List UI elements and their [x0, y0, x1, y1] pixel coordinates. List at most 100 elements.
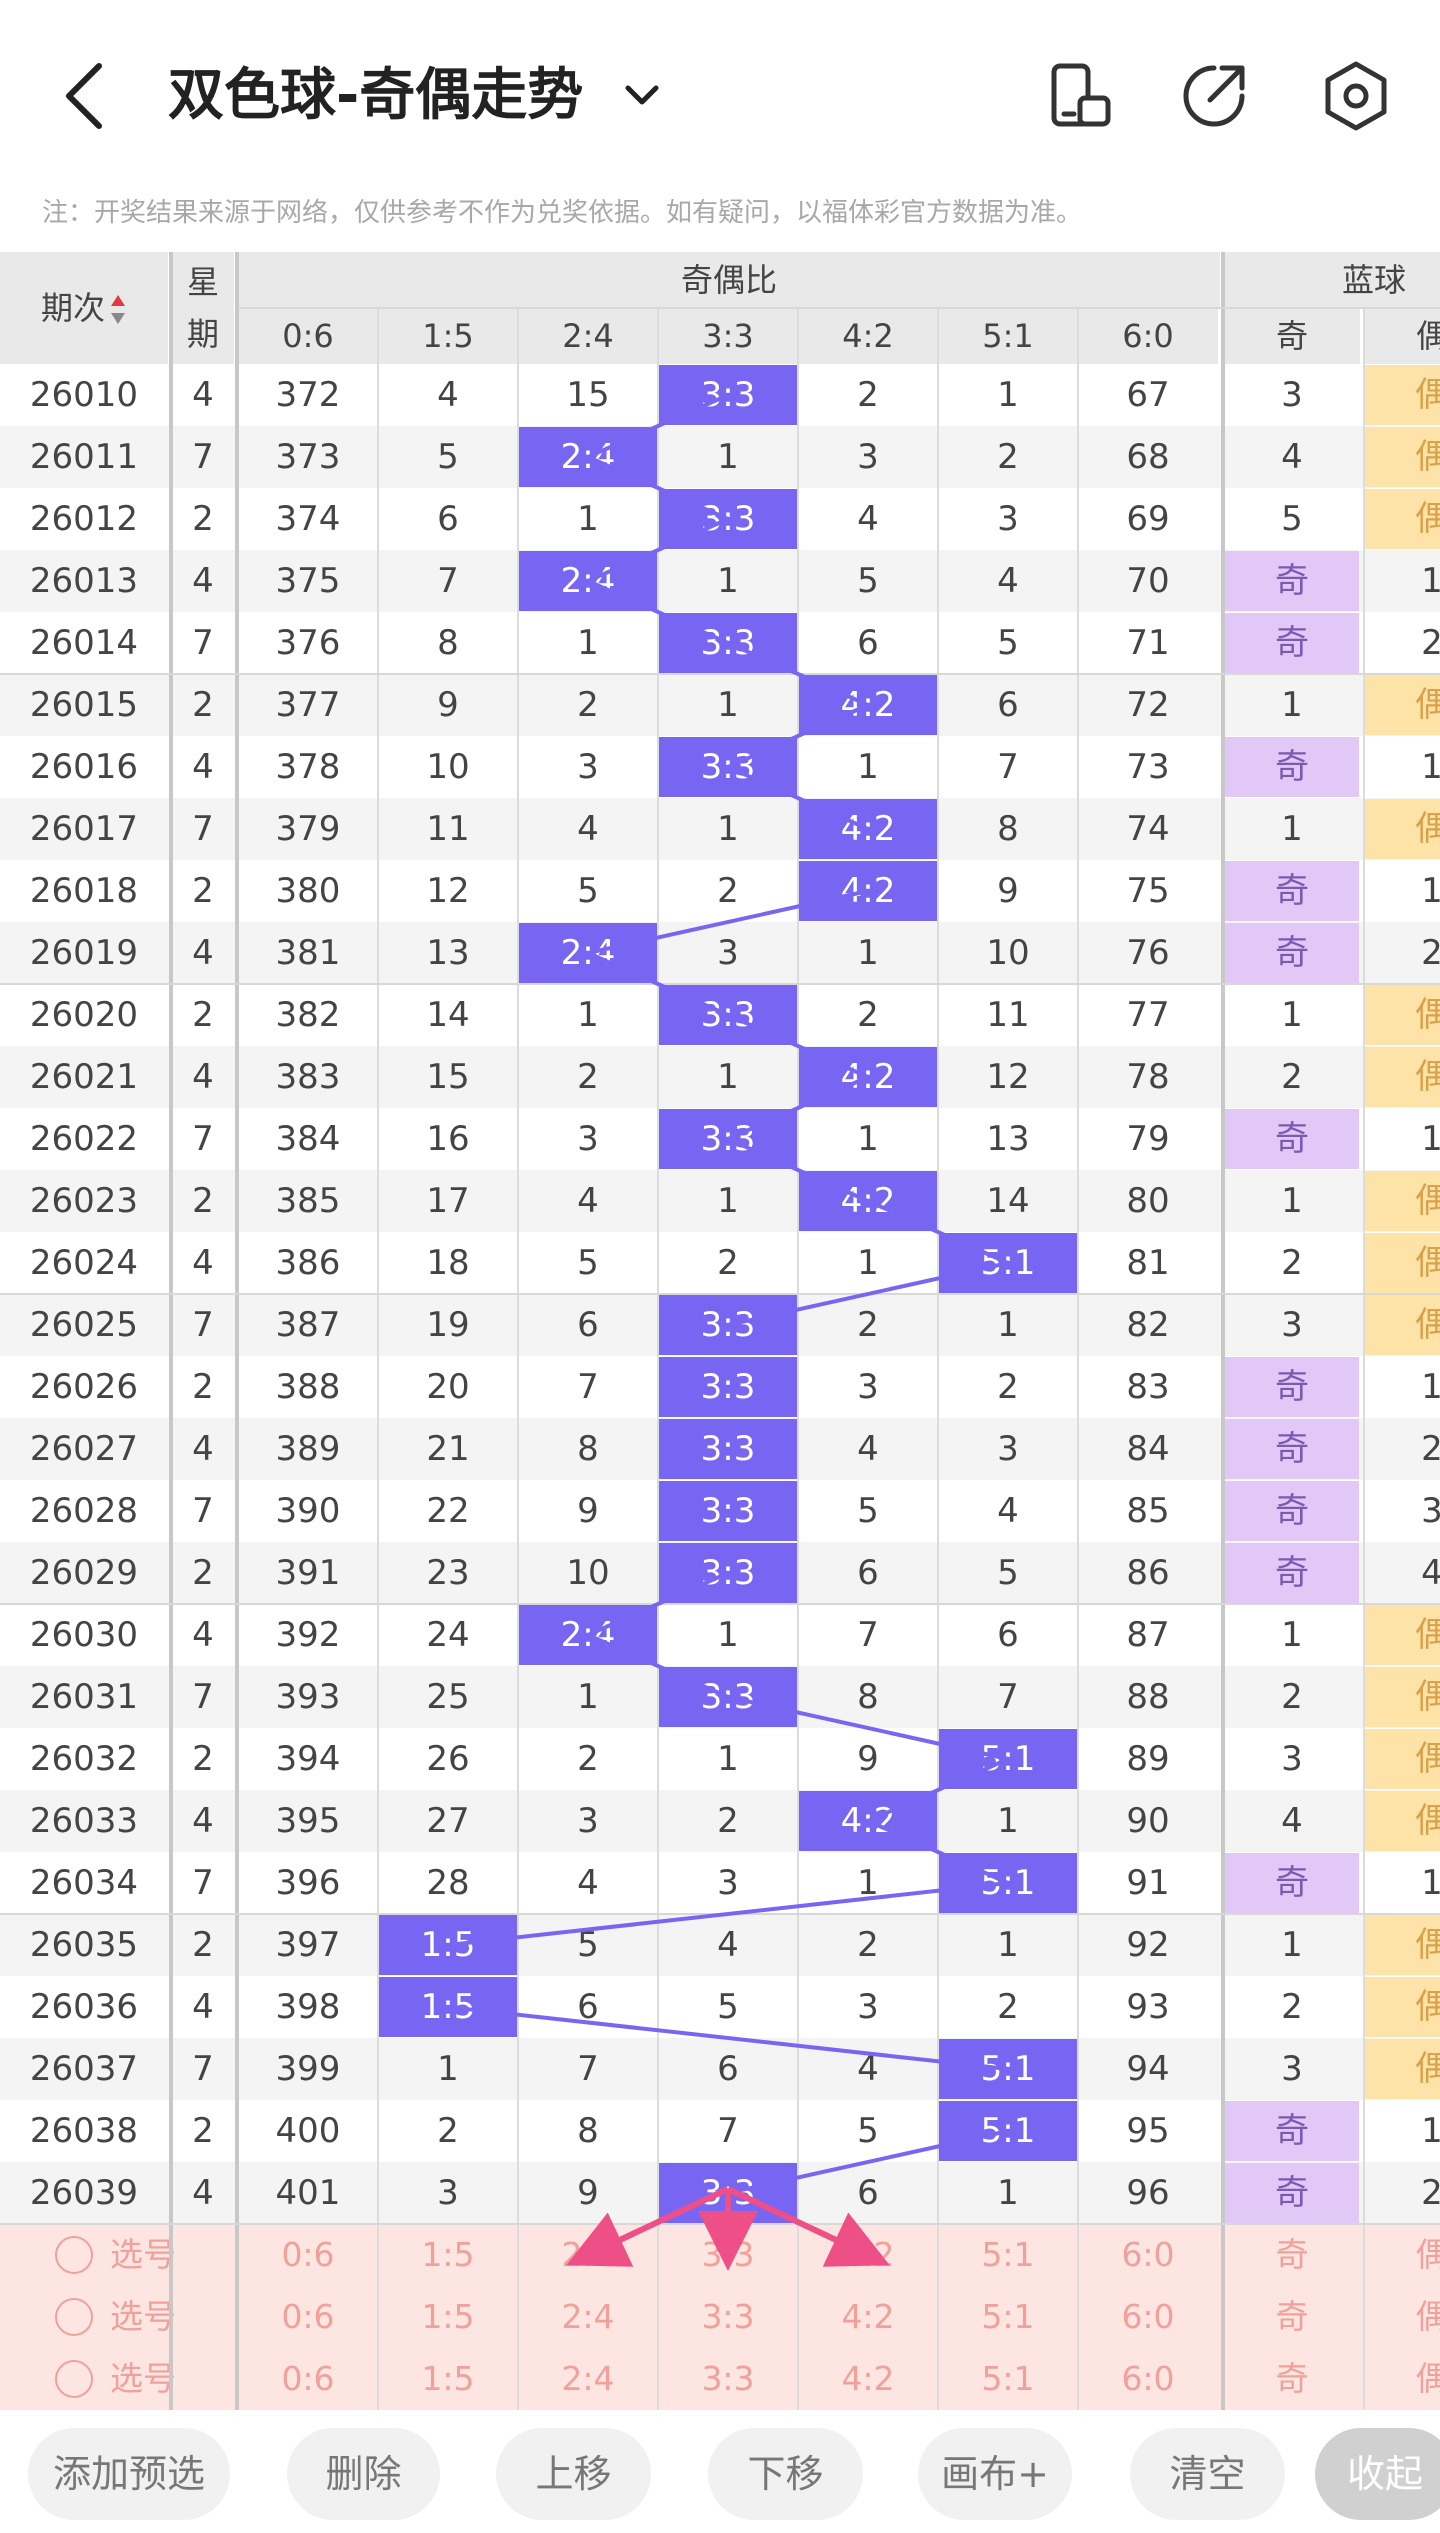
week-cell: 2	[192, 871, 214, 911]
ratio-miss-cell: 3	[577, 747, 599, 787]
column-divider	[1077, 308, 1079, 2410]
section-divider	[1221, 252, 1225, 2410]
toolbar-button-4[interactable]: 下移	[708, 2428, 863, 2520]
period-header[interactable]: 期次	[0, 252, 168, 364]
select-ratio-option[interactable]: 0:6	[281, 2297, 335, 2336]
toolbar-button-3[interactable]: 上移	[496, 2428, 651, 2520]
blue-even-cell: 偶	[1365, 1729, 1440, 1789]
select-ratio-option[interactable]: 1:5	[421, 2235, 475, 2274]
select-ratio-option[interactable]: 5:1	[981, 2297, 1035, 2336]
ratio-miss-cell: 7	[577, 1367, 599, 1407]
ratio-miss-cell: 4	[437, 375, 459, 415]
select-blue-option[interactable]: 偶	[1415, 2359, 1440, 2398]
blue-miss-cell: 4	[1281, 437, 1303, 477]
select-blue-option[interactable]: 偶	[1415, 2297, 1440, 2336]
select-ratio-option[interactable]: 3:3	[701, 2359, 755, 2398]
blue-group-label: 蓝球	[1341, 261, 1406, 299]
select-ratio-option[interactable]: 4:2	[841, 2359, 895, 2398]
ratio-miss-cell: 8	[857, 1677, 879, 1717]
ratio-miss-cell: 85	[1126, 1491, 1170, 1531]
select-ratio-option[interactable]: 5:1	[981, 2235, 1035, 2274]
ratio-hit-cell: 3:3	[659, 2163, 797, 2223]
blue-miss-cell: 1	[1421, 871, 1440, 911]
period-cell: 26036	[29, 1987, 139, 2027]
blue-even-cell: 偶	[1365, 1171, 1440, 1231]
ratio-miss-cell: 5	[577, 871, 599, 911]
week-cell: 4	[192, 1987, 214, 2027]
toolbar-button-2[interactable]: 删除	[287, 2428, 440, 2520]
select-ratio-option[interactable]: 5:1	[981, 2359, 1035, 2398]
settings-icon[interactable]	[1318, 58, 1394, 134]
select-blue-option[interactable]: 奇	[1275, 2235, 1309, 2274]
ratio-col-header: 1:5	[378, 308, 518, 364]
blue-miss-cell: 2	[1421, 1429, 1440, 1469]
select-blue-option[interactable]: 奇	[1275, 2297, 1309, 2336]
ratio-miss-cell: 17	[426, 1181, 470, 1221]
blue-even-cell: 偶	[1365, 1667, 1440, 1727]
select-radio[interactable]	[55, 2236, 93, 2274]
group-divider	[0, 1603, 1440, 1605]
ratio-miss-cell: 3	[437, 2173, 459, 2213]
select-ratio-option[interactable]: 0:6	[281, 2235, 335, 2274]
period-cell: 26013	[29, 561, 139, 601]
select-ratio-option[interactable]: 1:5	[421, 2359, 475, 2398]
select-ratio-option[interactable]: 3:3	[701, 2235, 755, 2274]
chevron-down-icon[interactable]	[620, 76, 664, 116]
week-cell: 4	[192, 1057, 214, 1097]
ratio-miss-cell: 6	[997, 685, 1019, 725]
toolbar-button-5[interactable]: 画布+	[918, 2428, 1072, 2520]
select-ratio-option[interactable]: 6:0	[1121, 2359, 1175, 2398]
toolbar-button-7[interactable]: 收起	[1315, 2428, 1440, 2520]
back-arrow-icon[interactable]	[55, 58, 115, 134]
select-ratio-option[interactable]: 6:0	[1121, 2297, 1175, 2336]
select-ratio-option[interactable]: 4:2	[841, 2297, 895, 2336]
ratio-miss-cell: 95	[1126, 2111, 1170, 2151]
table-row	[0, 798, 1440, 860]
ratio-hit-cell: 3:3	[659, 1543, 797, 1603]
ratio-miss-cell: 384	[275, 1119, 341, 1159]
ratio-miss-cell: 10	[426, 747, 470, 787]
period-cell: 26019	[29, 933, 139, 973]
select-ratio-option[interactable]: 0:6	[281, 2359, 335, 2398]
ratio-miss-cell: 3	[857, 1987, 879, 2027]
select-ratio-option[interactable]: 2:4	[561, 2359, 615, 2398]
ratio-miss-cell: 4	[857, 2049, 879, 2089]
blue-odd-cell: 奇	[1225, 1481, 1359, 1541]
ratio-miss-cell: 27	[426, 1801, 470, 1841]
select-radio[interactable]	[55, 2360, 93, 2398]
blue-even-cell: 偶	[1365, 489, 1440, 549]
toolbar-button-6[interactable]: 清空	[1130, 2428, 1285, 2520]
ratio-miss-cell: 92	[1126, 1925, 1170, 1965]
select-ratio-option[interactable]: 6:0	[1121, 2235, 1175, 2274]
ratio-hit-cell: 3:3	[659, 1109, 797, 1169]
ratio-miss-cell: 22	[426, 1491, 470, 1531]
blue-odd-cell: 奇	[1225, 861, 1359, 921]
period-cell: 26033	[29, 1801, 139, 1841]
select-blue-option[interactable]: 偶	[1415, 2235, 1440, 2274]
select-ratio-option[interactable]: 2:4	[561, 2235, 615, 2274]
ratio-miss-cell: 4	[577, 809, 599, 849]
blue-col-header: 奇	[1224, 308, 1360, 364]
ratio-miss-cell: 75	[1126, 871, 1170, 911]
ratio-miss-cell: 400	[275, 2111, 341, 2151]
week-cell: 2	[192, 1367, 214, 1407]
ratio-miss-cell: 25	[426, 1677, 470, 1717]
week-cell: 2	[192, 499, 214, 539]
toolbar-button-1[interactable]: 添加预选	[28, 2428, 230, 2520]
share-icon[interactable]	[1176, 58, 1252, 134]
select-ratio-option[interactable]: 2:4	[561, 2297, 615, 2336]
period-cell: 26016	[29, 747, 139, 787]
blue-miss-cell: 1	[1421, 1119, 1440, 1159]
select-ratio-option[interactable]: 4:2	[841, 2235, 895, 2274]
select-radio[interactable]	[55, 2298, 93, 2336]
select-ratio-option[interactable]: 3:3	[701, 2297, 755, 2336]
select-blue-option[interactable]: 奇	[1275, 2359, 1309, 2398]
blue-even-cell: 偶	[1365, 2039, 1440, 2099]
select-ratio-option[interactable]: 1:5	[421, 2297, 475, 2336]
ratio-hit-cell: 3:3	[659, 737, 797, 797]
ratio-miss-cell: 1	[857, 933, 879, 973]
screen-rotate-icon[interactable]	[1042, 58, 1118, 134]
ratio-hit-cell: 3:3	[659, 613, 797, 673]
blue-miss-cell: 4	[1281, 1801, 1303, 1841]
period-cell: 26010	[29, 375, 139, 415]
